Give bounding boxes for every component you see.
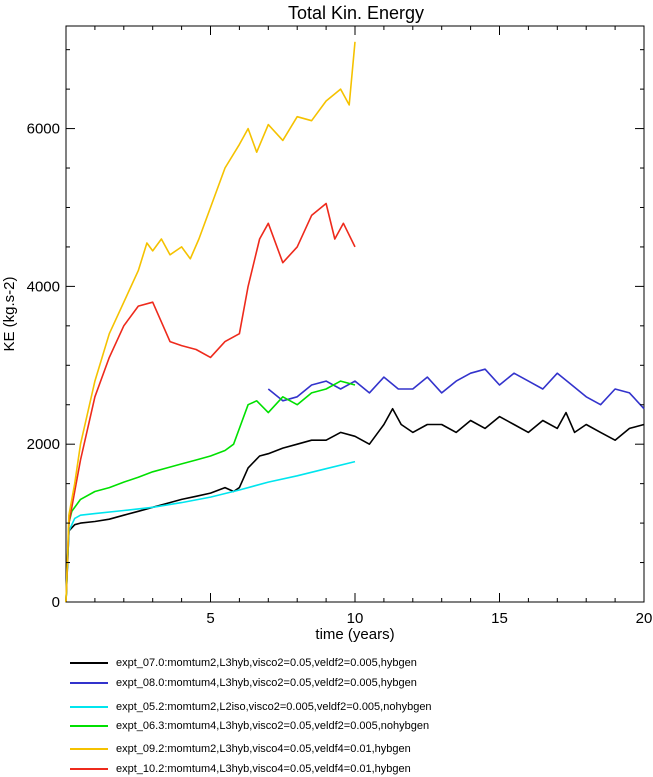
series-line-4 — [65, 41, 356, 603]
chart-area: Total Kin. Energy 5 10 15 20 0 2000 4000 6000 t… — [1, 3, 653, 643]
legend-item: expt_10.2:momtum4,L3hyb,visco4=0.05,veld… — [70, 761, 411, 777]
legend-swatch — [70, 768, 108, 770]
legend-item: expt_06.3:momtum4,L3hyb,visco2=0.05,veld… — [70, 718, 429, 734]
series-line-2 — [65, 460, 356, 603]
legend-item: expt_07.0:momtum2,L3hyb,visco2=0.05,veld… — [70, 655, 417, 671]
legend-swatch — [70, 682, 108, 684]
legend-label: expt_09.2:momtum2,L3hyb,visco4=0.05,veld… — [116, 743, 411, 755]
y-tick-label: 0 — [52, 594, 60, 611]
y-axis-label: KE (kg.s-2) — [1, 276, 18, 351]
y-tick-label: 2000 — [27, 436, 60, 453]
legend-item: expt_05.2:momtum2,L2iso,visco2=0.005,vel… — [70, 699, 432, 715]
series-line-0 — [65, 407, 645, 603]
x-tick-label: 10 — [347, 610, 364, 627]
y-tick-label: 6000 — [27, 121, 60, 138]
x-tick-label: 15 — [491, 610, 508, 627]
legend-label: expt_06.3:momtum4,L3hyb,visco2=0.05,veld… — [116, 720, 430, 732]
series-line-5 — [65, 202, 356, 603]
y-tick-label: 4000 — [27, 278, 60, 295]
legend-label: expt_05.2:momtum2,L2iso,visco2=0.005,vel… — [116, 701, 432, 713]
x-tick-label: 20 — [636, 610, 653, 627]
x-tick-label: 5 — [206, 610, 214, 627]
legend-swatch — [70, 706, 108, 708]
plot-frame — [65, 25, 645, 603]
legend-item: expt_09.2:momtum2,L3hyb,visco4=0.05,veld… — [70, 741, 411, 757]
series-lines — [65, 41, 645, 603]
legend-label: expt_10.2:momtum4,L3hyb,visco4=0.05,veld… — [116, 763, 411, 775]
axis-ticks: 5 10 15 20 0 2000 4000 6000 — [27, 26, 653, 627]
legend-swatch — [70, 748, 108, 750]
legend-swatch — [70, 662, 108, 664]
legend-label: expt_07.0:momtum2,L3hyb,visco2=0.05,veld… — [116, 657, 417, 669]
x-axis-label: time (years) — [315, 626, 394, 643]
legend-swatch — [70, 725, 108, 727]
legend-item: expt_08.0:momtum4,L3hyb,visco2=0.05,veld… — [70, 675, 417, 691]
chart-title: Total Kin. Energy — [288, 3, 424, 23]
legend-label: expt_08.0:momtum4,L3hyb,visco2=0.05,veld… — [116, 677, 417, 689]
series-line-3 — [65, 380, 356, 603]
series-line-1 — [267, 368, 645, 410]
